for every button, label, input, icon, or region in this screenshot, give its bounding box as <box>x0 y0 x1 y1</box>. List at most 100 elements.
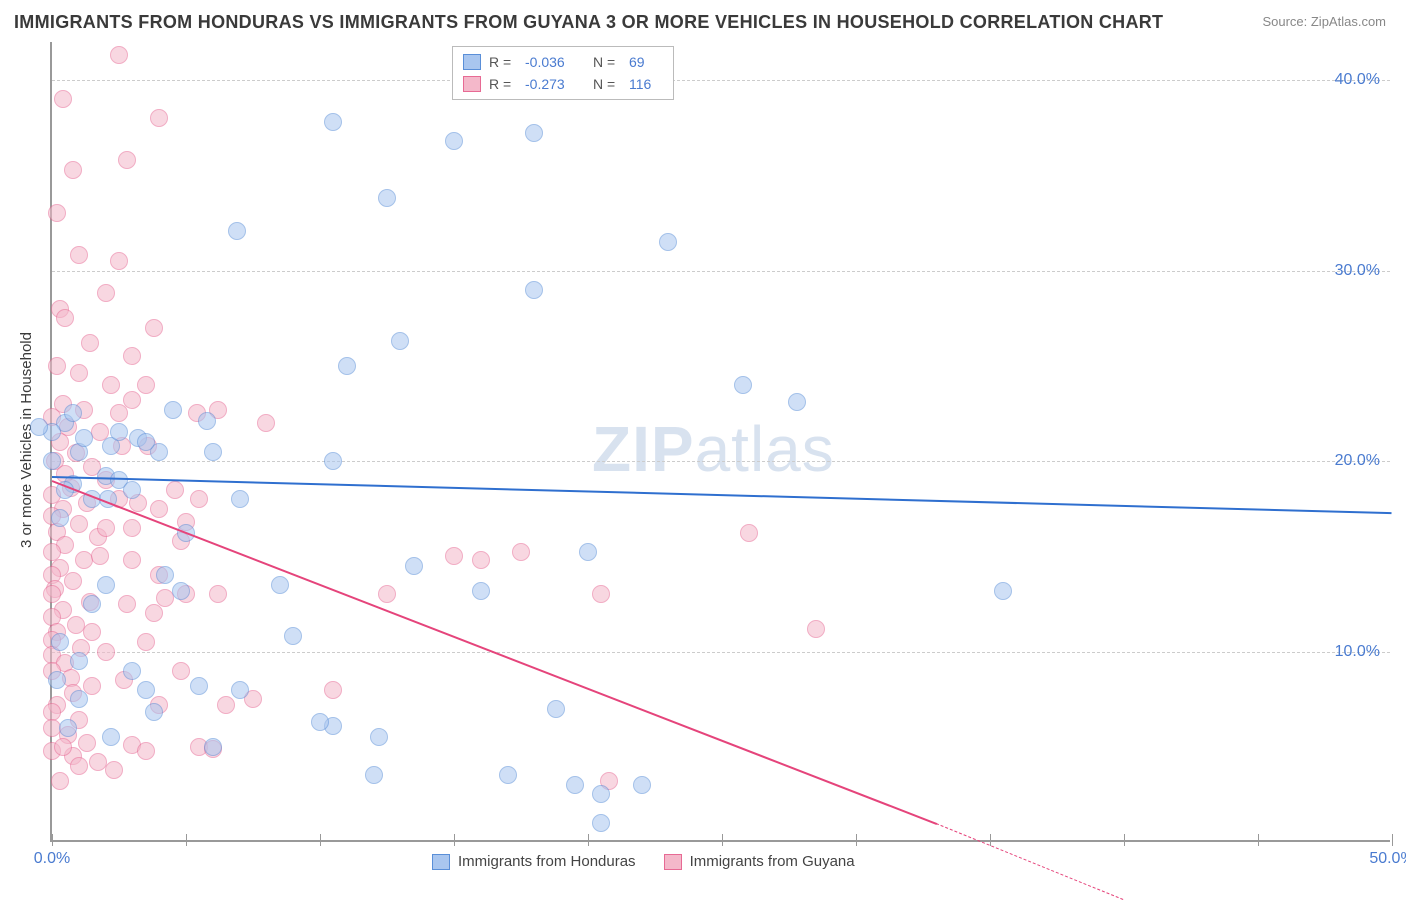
scatter-point <box>70 364 88 382</box>
scatter-point <box>525 124 543 142</box>
scatter-point <box>633 776 651 794</box>
scatter-point <box>123 391 141 409</box>
source-label: Source: ZipAtlas.com <box>1262 14 1386 29</box>
watermark-atlas: atlas <box>695 413 835 485</box>
trend-line <box>52 480 937 825</box>
legend-r-label: R = <box>489 73 517 95</box>
scatter-point <box>137 681 155 699</box>
y-axis-label: 3 or more Vehicles in Household <box>18 332 35 548</box>
scatter-point <box>257 414 275 432</box>
legend-correlation: R = -0.036 N = 69R = -0.273 N = 116 <box>452 46 674 100</box>
scatter-point <box>83 623 101 641</box>
scatter-point <box>311 713 329 731</box>
scatter-point <box>198 412 216 430</box>
scatter-point <box>370 728 388 746</box>
legend-label: Immigrants from Honduras <box>458 853 636 870</box>
legend-n-value: 69 <box>629 51 663 73</box>
scatter-point <box>190 490 208 508</box>
scatter-point <box>324 681 342 699</box>
scatter-point <box>70 757 88 775</box>
legend-label: Immigrants from Guyana <box>690 853 855 870</box>
legend-series: Immigrants from Honduras Immigrants from … <box>432 853 855 870</box>
scatter-point <box>105 761 123 779</box>
scatter-point <box>123 662 141 680</box>
scatter-point <box>405 557 423 575</box>
scatter-point <box>324 113 342 131</box>
scatter-point <box>123 519 141 537</box>
legend-swatch <box>664 854 682 870</box>
x-tick-label: 0.0% <box>34 850 70 868</box>
legend-r-value: -0.036 <box>525 51 585 73</box>
gridline-h <box>52 80 1390 81</box>
scatter-point <box>209 585 227 603</box>
scatter-point <box>83 595 101 613</box>
scatter-point <box>30 418 48 436</box>
scatter-point <box>118 595 136 613</box>
scatter-point <box>145 703 163 721</box>
scatter-point <box>137 742 155 760</box>
scatter-point <box>97 519 115 537</box>
x-tick <box>454 834 455 846</box>
scatter-point <box>164 401 182 419</box>
legend-swatch <box>463 76 481 92</box>
legend-r-value: -0.273 <box>525 73 585 95</box>
x-tick <box>1258 834 1259 846</box>
scatter-point <box>43 452 61 470</box>
legend-swatch <box>463 54 481 70</box>
scatter-point <box>91 547 109 565</box>
scatter-point <box>271 576 289 594</box>
scatter-point <box>592 814 610 832</box>
scatter-point <box>70 246 88 264</box>
legend-r-label: R = <box>489 51 517 73</box>
scatter-point <box>217 696 235 714</box>
scatter-point <box>123 481 141 499</box>
x-tick <box>1124 834 1125 846</box>
scatter-point <box>78 734 96 752</box>
scatter-point <box>190 677 208 695</box>
scatter-point <box>97 576 115 594</box>
x-tick <box>588 834 589 846</box>
scatter-point <box>994 582 1012 600</box>
scatter-point <box>172 662 190 680</box>
x-tick <box>856 834 857 846</box>
scatter-point <box>137 376 155 394</box>
scatter-point <box>48 671 66 689</box>
scatter-point <box>83 677 101 695</box>
scatter-point <box>740 524 758 542</box>
scatter-point <box>64 404 82 422</box>
scatter-point <box>324 452 342 470</box>
trend-line <box>52 476 1392 514</box>
scatter-point <box>734 376 752 394</box>
scatter-point <box>378 189 396 207</box>
scatter-point <box>204 738 222 756</box>
scatter-point <box>54 90 72 108</box>
scatter-point <box>499 766 517 784</box>
scatter-point <box>123 551 141 569</box>
legend-item: Immigrants from Honduras <box>432 853 636 870</box>
x-tick-label: 50.0% <box>1369 850 1406 868</box>
scatter-point <box>51 633 69 651</box>
scatter-point <box>365 766 383 784</box>
y-tick-label: 40.0% <box>1335 71 1380 89</box>
scatter-point <box>445 547 463 565</box>
scatter-point <box>110 404 128 422</box>
x-tick <box>722 834 723 846</box>
trend-line-dash <box>936 823 1124 900</box>
scatter-point <box>579 543 597 561</box>
scatter-point <box>48 204 66 222</box>
scatter-point <box>547 700 565 718</box>
scatter-point <box>472 582 490 600</box>
legend-row: R = -0.273 N = 116 <box>463 73 663 95</box>
watermark: ZIPatlas <box>592 412 835 486</box>
legend-swatch <box>432 854 450 870</box>
scatter-point <box>54 738 72 756</box>
scatter-point <box>592 585 610 603</box>
gridline-h <box>52 461 1390 462</box>
legend-n-label: N = <box>593 73 621 95</box>
scatter-point <box>166 481 184 499</box>
scatter-point <box>118 151 136 169</box>
scatter-point <box>56 309 74 327</box>
scatter-point <box>172 582 190 600</box>
scatter-point <box>512 543 530 561</box>
legend-n-value: 116 <box>629 73 663 95</box>
